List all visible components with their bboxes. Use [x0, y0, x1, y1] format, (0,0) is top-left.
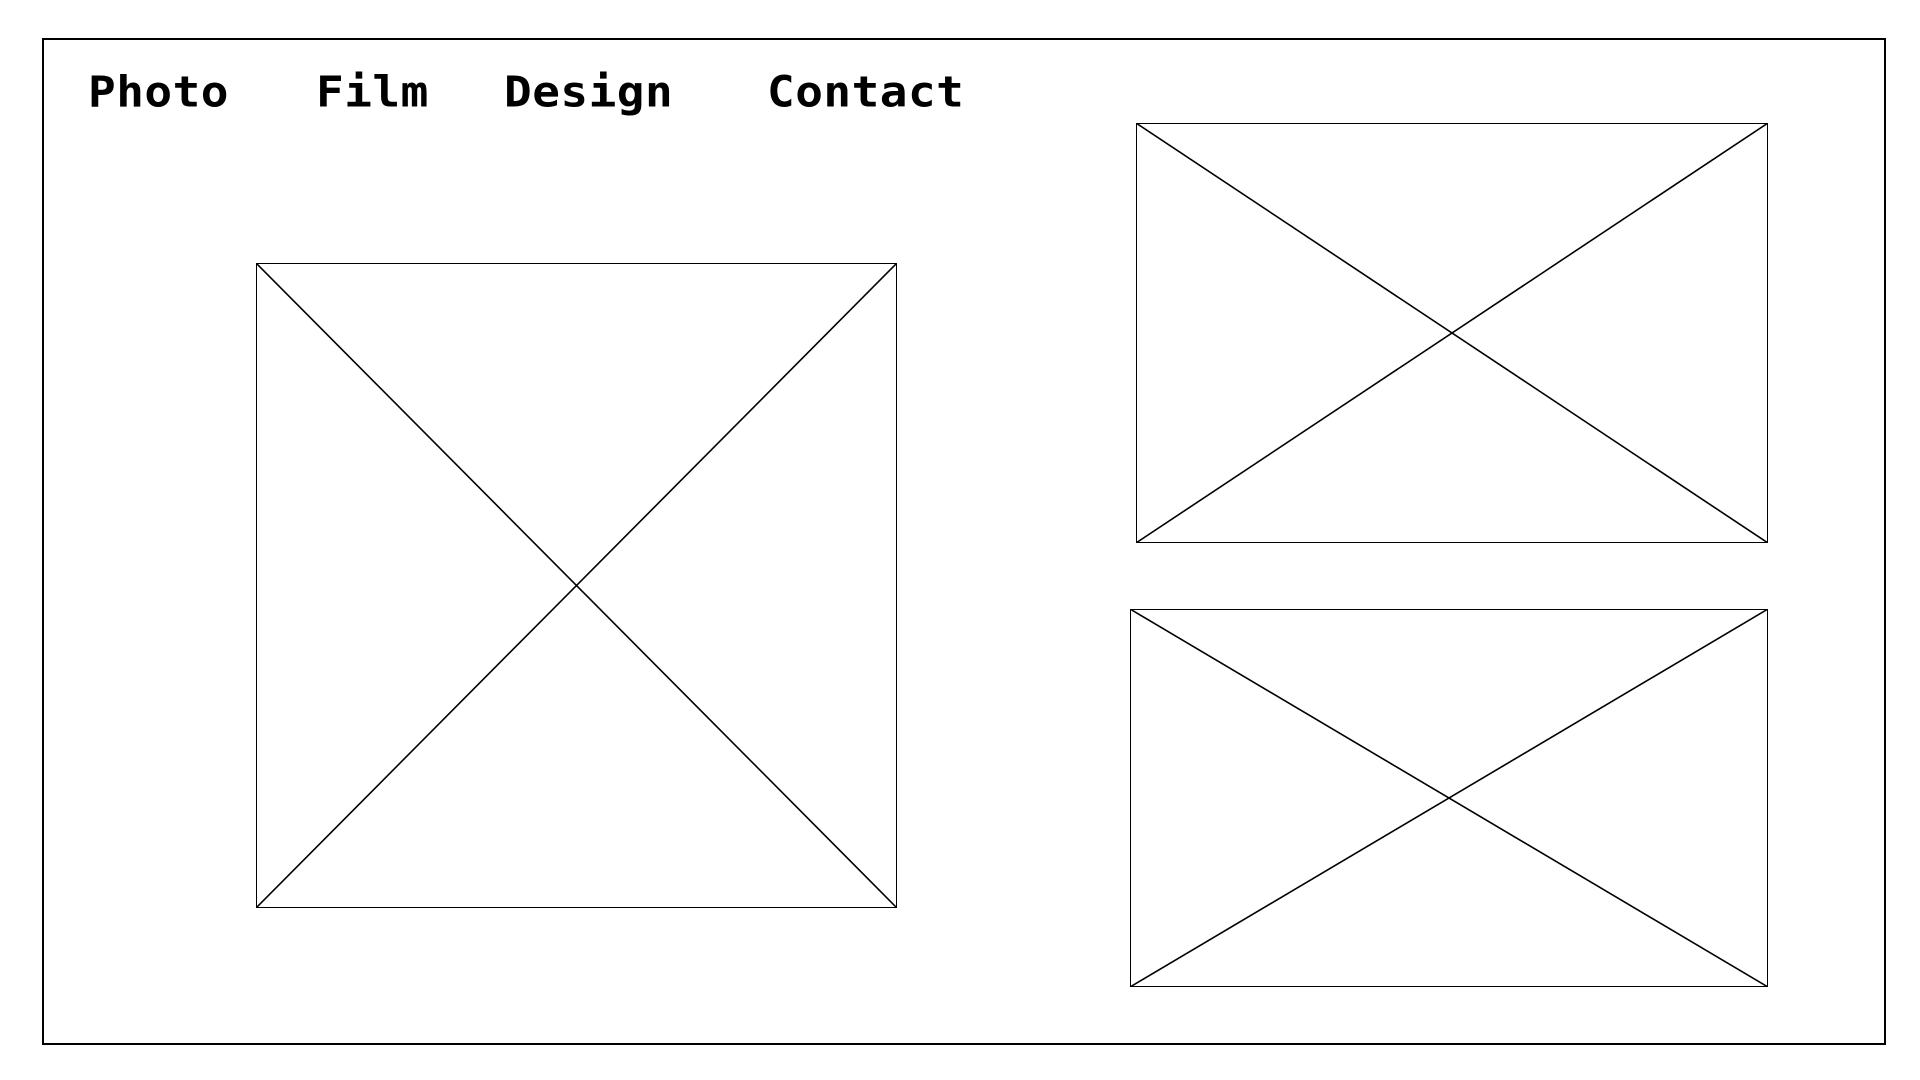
- image-placeholder-top-right[interactable]: [1136, 123, 1768, 543]
- image-placeholder-icon: [1136, 123, 1768, 543]
- image-placeholder-bottom-right[interactable]: [1130, 609, 1768, 987]
- nav-item-film[interactable]: Film: [316, 67, 429, 117]
- image-placeholder-icon: [1130, 609, 1768, 987]
- nav-item-design[interactable]: Design: [504, 67, 674, 117]
- nav-item-contact[interactable]: Contact: [767, 67, 965, 117]
- image-placeholder-main[interactable]: [256, 263, 897, 908]
- wireframe-frame: [42, 38, 1886, 1045]
- nav-item-photo[interactable]: Photo: [88, 67, 229, 117]
- image-placeholder-icon: [256, 263, 897, 908]
